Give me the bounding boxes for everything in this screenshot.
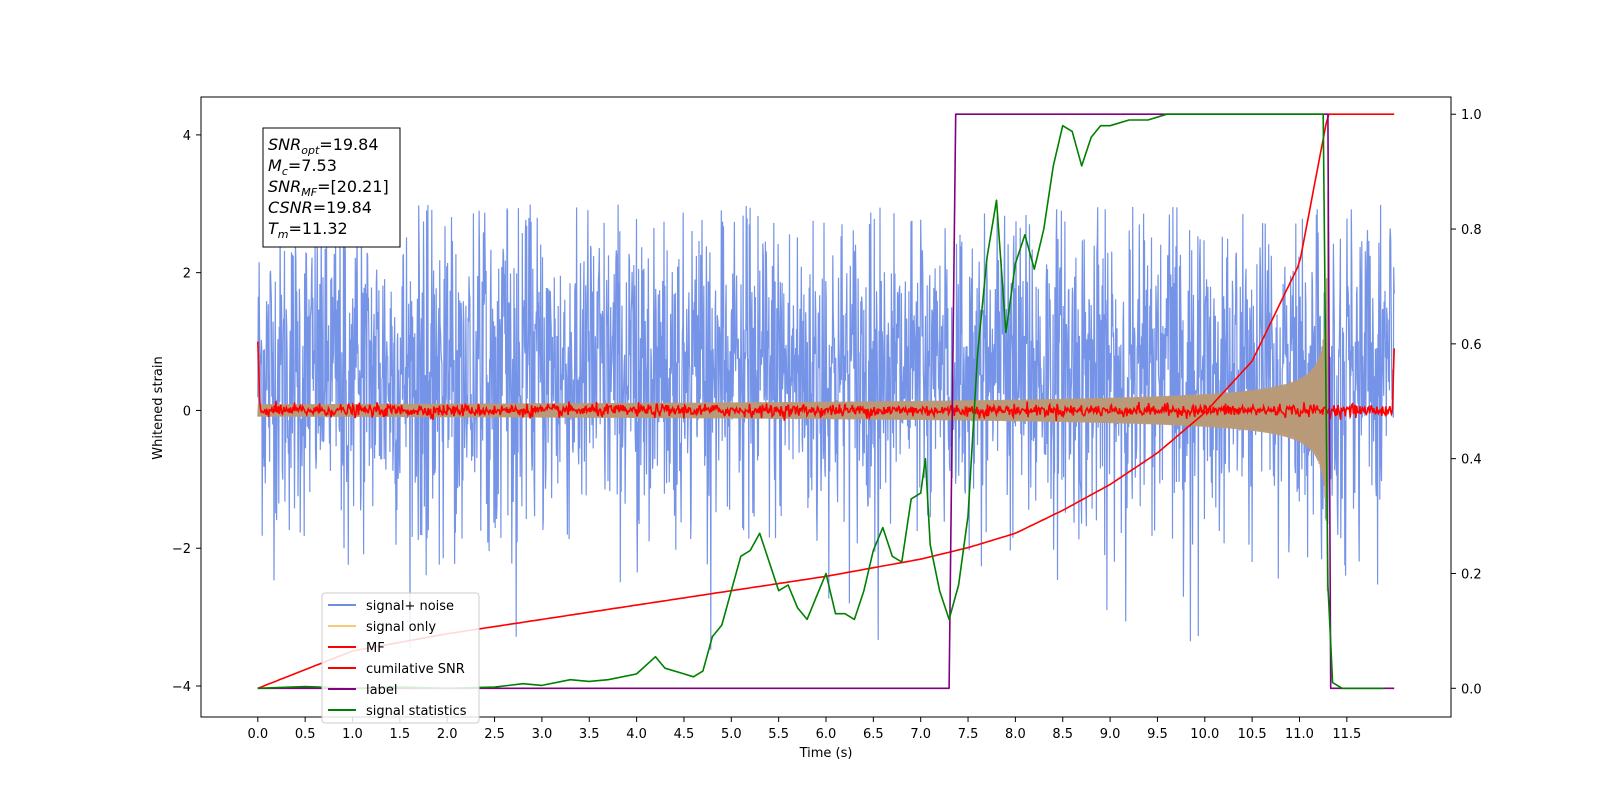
signal-statistics-line bbox=[257, 113, 1385, 690]
x-tick-label: 10.0 bbox=[1190, 727, 1219, 742]
annotation-snr-mf: SNRMF=[20.21] bbox=[268, 177, 389, 199]
x-tick-label: 1.5 bbox=[390, 727, 411, 742]
x-tick-label: 6.0 bbox=[816, 727, 837, 742]
x-tick-label: 11.0 bbox=[1285, 727, 1314, 742]
y-left-tick-label: 0 bbox=[183, 404, 191, 419]
legend-label-mf: MF bbox=[366, 641, 385, 656]
y-right-tick-label: 0.2 bbox=[1461, 567, 1482, 582]
mf-series bbox=[257, 341, 1395, 421]
y-right-tick-label: 0.6 bbox=[1461, 338, 1482, 353]
annotation-tm: Tm=11.32 bbox=[268, 219, 348, 241]
x-tick-label: 2.0 bbox=[437, 727, 458, 742]
y-axis-right-ticks: 1.0 0.8 0.6 0.4 0.2 0.0 bbox=[1451, 108, 1482, 697]
x-tick-label: 8.5 bbox=[1052, 727, 1073, 742]
x-tick-label: 10.5 bbox=[1238, 727, 1267, 742]
x-tick-label: 0.5 bbox=[295, 727, 316, 742]
annotation-mc: Mc=7.53 bbox=[268, 156, 337, 178]
y-left-tick-label: 4 bbox=[183, 129, 191, 144]
y-left-tick-label: −2 bbox=[172, 542, 191, 557]
y-right-tick-label: 0.4 bbox=[1461, 453, 1482, 468]
legend-label-label: label bbox=[366, 683, 397, 698]
x-tick-label: 4.0 bbox=[626, 727, 647, 742]
x-tick-label: 3.5 bbox=[579, 727, 600, 742]
y-axis-label: Whitened strain bbox=[151, 356, 166, 459]
legend: signal+ noise signal only MF cumilative … bbox=[321, 592, 480, 724]
signal-statistics-series bbox=[257, 113, 1385, 690]
x-axis-label: Time (s) bbox=[799, 746, 853, 761]
x-tick-label: 4.5 bbox=[674, 727, 695, 742]
y-left-tick-label: 2 bbox=[183, 267, 191, 282]
legend-label-cumulative-snr: cumilative SNR bbox=[366, 662, 465, 677]
x-tick-label: 9.0 bbox=[1100, 727, 1121, 742]
x-tick-label: 8.0 bbox=[1005, 727, 1026, 742]
annotation-csnr: CSNR=19.84 bbox=[268, 198, 372, 217]
x-axis-ticks: 0.0 0.5 1.0 1.5 2.0 2.5 3.0 3.5 4.0 4.5 5.0 5.5 6.0 6… bbox=[247, 717, 1361, 742]
mf-line bbox=[257, 341, 1395, 421]
x-tick-label: 2.5 bbox=[484, 727, 505, 742]
y-left-tick-label: −4 bbox=[172, 680, 191, 695]
x-tick-label: 11.5 bbox=[1332, 727, 1361, 742]
legend-label-signal-statistics: signal statistics bbox=[366, 704, 467, 719]
x-tick-label: 7.5 bbox=[958, 727, 979, 742]
annotation-snr-opt: SNRopt=19.84 bbox=[268, 135, 379, 157]
y-axis-left-ticks: 4 2 0 −2 −4 bbox=[172, 129, 201, 695]
x-tick-label: 6.5 bbox=[863, 727, 884, 742]
legend-label-signal-only: signal only bbox=[366, 620, 436, 635]
x-tick-label: 7.0 bbox=[910, 727, 931, 742]
legend-label-signal-noise: signal+ noise bbox=[366, 599, 454, 614]
y-right-tick-label: 0.8 bbox=[1461, 223, 1482, 238]
x-tick-label: 5.0 bbox=[721, 727, 742, 742]
annotation-box: SNRopt=19.84 Mc=7.53 SNRMF=[20.21] CSNR=… bbox=[262, 127, 401, 248]
y-right-tick-label: 1.0 bbox=[1461, 108, 1482, 123]
x-tick-label: 0.0 bbox=[247, 727, 268, 742]
x-tick-label: 5.5 bbox=[768, 727, 789, 742]
x-tick-label: 3.0 bbox=[532, 727, 553, 742]
signal-noise-line bbox=[257, 204, 1395, 650]
x-tick-label: 9.5 bbox=[1147, 727, 1168, 742]
y-right-tick-label: 0.0 bbox=[1461, 682, 1482, 697]
x-tick-label: 1.0 bbox=[342, 727, 363, 742]
signal-noise-series bbox=[257, 204, 1395, 650]
